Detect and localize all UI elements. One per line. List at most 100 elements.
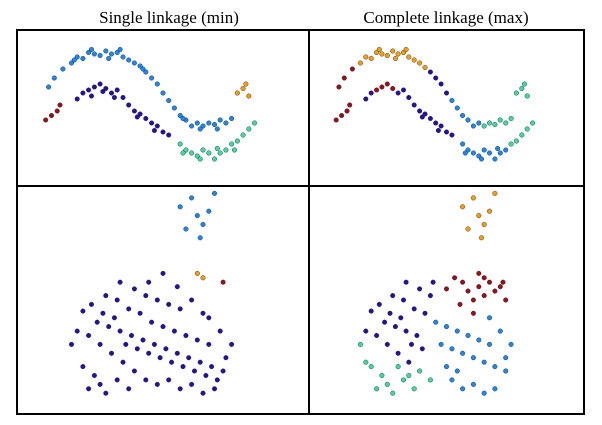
scatter-point-navy [134, 346, 140, 352]
scatter-point-blue [189, 123, 195, 129]
scatter-point-blue [481, 390, 487, 396]
scatter-point-green [368, 364, 374, 370]
scatter-point-green [513, 90, 519, 96]
scatter-point-navy [97, 81, 103, 87]
scatter-point-blue [476, 337, 482, 343]
scatter-point-navy [97, 381, 103, 387]
scatter-point-green [411, 386, 417, 392]
scatter-point-green [217, 150, 223, 156]
scatter-point-blue [71, 57, 77, 63]
scatter-point-red [452, 275, 458, 281]
scatter-point-orange [234, 90, 240, 96]
scatter-point-red [444, 286, 450, 292]
scatter-point-blue [180, 115, 186, 121]
scatter-point-green [214, 145, 220, 151]
scatter-point-blue [503, 147, 509, 153]
scatter-point-blue [214, 126, 220, 132]
scatter-point-green [357, 341, 363, 347]
scatter-point-navy [157, 355, 163, 361]
scatter-point-blue [438, 341, 444, 347]
scatter-point-green [503, 120, 509, 126]
scatter-point-red [476, 270, 482, 276]
scatter-point-orange [476, 213, 482, 219]
scatter-panel-top-right [333, 47, 536, 162]
scatter-point-green [223, 147, 229, 153]
scatter-point-navy [417, 108, 423, 114]
scatter-point-navy [97, 341, 103, 347]
scatter-point-orange [379, 51, 385, 57]
scatter-point-orange [246, 93, 252, 99]
scatter-point-green [508, 141, 514, 147]
scatter-point-blue [449, 377, 455, 383]
scatter-point-navy [160, 270, 166, 276]
scatter-point-navy [143, 377, 149, 383]
scatter-point-navy [419, 114, 425, 120]
scatter-point-blue [470, 123, 476, 129]
scatter-point-green [427, 377, 433, 383]
scatter-point-navy [108, 350, 114, 356]
scatter-point-blue [460, 141, 466, 147]
scatter-point-navy [217, 328, 223, 334]
scatter-point-blue [140, 66, 146, 72]
scatter-point-navy [146, 350, 152, 356]
scatter-point-navy [392, 324, 398, 330]
scatter-point-blue [189, 195, 195, 201]
scatter-point-blue [497, 150, 503, 156]
scatter-point-blue [177, 204, 183, 210]
scatter-point-navy [88, 93, 94, 99]
scatter-point-red [374, 87, 380, 93]
scatter-point-navy [100, 310, 106, 316]
scatter-point-orange [481, 221, 487, 227]
scatter-point-navy [91, 373, 97, 379]
scatter-point-navy [143, 115, 149, 121]
scatter-point-green [363, 359, 369, 365]
scatter-point-navy [223, 355, 229, 361]
scatter-point-navy [86, 386, 92, 392]
scatter-point-blue [487, 315, 493, 321]
scatter-point-blue [88, 47, 94, 53]
scatter-point-blue [86, 50, 92, 56]
scatter-point-blue [120, 54, 126, 60]
scatter-point-blue [183, 226, 189, 232]
scatter-point-navy [203, 373, 209, 379]
scatter-point-red [347, 102, 353, 108]
scatter-point-navy [433, 75, 439, 81]
scatter-point-blue [206, 120, 212, 126]
scatter-point-red [220, 279, 226, 285]
scatter-point-blue [497, 328, 503, 334]
scatter-point-blue [160, 90, 166, 96]
scatter-point-blue [449, 97, 455, 103]
scatter-point-orange [243, 81, 249, 87]
scatter-point-navy [368, 90, 374, 96]
scatter-point-orange [411, 57, 417, 63]
panel-grid-frame [16, 29, 585, 415]
scatter-point-blue [444, 324, 450, 330]
scatter-point-navy [177, 306, 183, 312]
scatter-point-green [229, 141, 235, 147]
scatter-point-navy [117, 279, 123, 285]
scatter-point-blue [74, 54, 80, 60]
scatter-point-red [470, 310, 476, 316]
scatter-point-blue [217, 117, 223, 123]
scatter-point-navy [134, 114, 140, 120]
scatter-point-orange [240, 85, 246, 91]
scatter-point-navy [120, 359, 126, 365]
scatter-point-navy [406, 359, 412, 365]
scatter-point-navy [444, 90, 450, 96]
scatter-point-blue [508, 341, 514, 347]
scatter-point-navy [438, 123, 444, 129]
scatter-point-orange [492, 190, 498, 196]
scatter-point-blue [462, 150, 468, 156]
scatter-point-green [234, 138, 240, 144]
scatter-point-red [465, 288, 471, 294]
scatter-point-blue [171, 105, 177, 111]
scatter-point-orange [392, 56, 398, 62]
scatter-point-orange [460, 204, 466, 210]
scatter-point-navy [163, 346, 169, 352]
scatter-point-red [54, 108, 60, 114]
scatter-point-green [231, 147, 237, 153]
scatter-point-blue [487, 150, 493, 156]
scatter-point-green [177, 141, 183, 147]
scatter-point-blue [465, 117, 471, 123]
scatter-point-green [189, 150, 195, 156]
